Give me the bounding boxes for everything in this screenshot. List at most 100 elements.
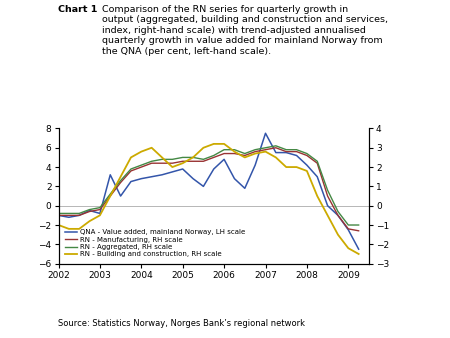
RN - Aggregated, RH scale <box>76 211 82 215</box>
RN - Aggregated, RH scale <box>180 155 185 160</box>
QNA - Value added, mainland Norway, LH scale <box>201 184 206 188</box>
QNA - Value added, mainland Norway, LH scale <box>66 215 72 219</box>
RN - Manufacturing, RH scale <box>242 153 248 158</box>
RN - Manufacturing, RH scale <box>304 153 310 158</box>
RN - Building and construction, RH scale <box>294 165 299 169</box>
RN - Aggregated, RH scale <box>159 157 165 161</box>
RN - Manufacturing, RH scale <box>315 161 320 165</box>
QNA - Value added, mainland Norway, LH scale <box>128 179 134 184</box>
RN - Aggregated, RH scale <box>294 148 299 152</box>
RN - Building and construction, RH scale <box>242 155 248 160</box>
RN - Manufacturing, RH scale <box>76 213 82 217</box>
Line: RN - Aggregated, RH scale: RN - Aggregated, RH scale <box>58 146 359 225</box>
RN - Building and construction, RH scale <box>252 151 258 155</box>
RN - Aggregated, RH scale <box>273 144 279 148</box>
RN - Aggregated, RH scale <box>108 192 113 196</box>
QNA - Value added, mainland Norway, LH scale <box>108 173 113 177</box>
Line: QNA - Value added, mainland Norway, LH scale: QNA - Value added, mainland Norway, LH s… <box>58 133 359 249</box>
RN - Manufacturing, RH scale <box>139 165 144 169</box>
RN - Building and construction, RH scale <box>180 161 185 165</box>
RN - Building and construction, RH scale <box>273 155 279 160</box>
RN - Aggregated, RH scale <box>232 148 237 152</box>
RN - Aggregated, RH scale <box>56 211 61 215</box>
RN - Manufacturing, RH scale <box>190 159 196 163</box>
RN - Manufacturing, RH scale <box>211 155 216 160</box>
RN - Aggregated, RH scale <box>356 223 361 227</box>
RN - Manufacturing, RH scale <box>180 159 185 163</box>
RN - Manufacturing, RH scale <box>335 213 341 217</box>
RN - Building and construction, RH scale <box>159 155 165 160</box>
QNA - Value added, mainland Norway, LH scale <box>356 247 361 251</box>
RN - Aggregated, RH scale <box>149 159 154 163</box>
RN - Manufacturing, RH scale <box>170 161 175 165</box>
QNA - Value added, mainland Norway, LH scale <box>76 213 82 217</box>
RN - Manufacturing, RH scale <box>66 213 72 217</box>
QNA - Value added, mainland Norway, LH scale <box>242 186 248 190</box>
RN - Aggregated, RH scale <box>201 157 206 161</box>
RN - Manufacturing, RH scale <box>149 161 154 165</box>
QNA - Value added, mainland Norway, LH scale <box>190 177 196 181</box>
QNA - Value added, mainland Norway, LH scale <box>263 131 268 135</box>
RN - Building and construction, RH scale <box>149 146 154 150</box>
RN - Building and construction, RH scale <box>87 219 92 223</box>
RN - Building and construction, RH scale <box>304 169 310 173</box>
RN - Manufacturing, RH scale <box>221 151 227 155</box>
RN - Manufacturing, RH scale <box>356 229 361 233</box>
RN - Building and construction, RH scale <box>190 155 196 160</box>
RN - Aggregated, RH scale <box>170 157 175 161</box>
RN - Building and construction, RH scale <box>97 213 103 217</box>
QNA - Value added, mainland Norway, LH scale <box>118 194 123 198</box>
RN - Building and construction, RH scale <box>263 150 268 154</box>
RN - Building and construction, RH scale <box>232 150 237 154</box>
RN - Building and construction, RH scale <box>346 246 351 250</box>
RN - Aggregated, RH scale <box>221 148 227 152</box>
RN - Aggregated, RH scale <box>118 178 123 183</box>
RN - Aggregated, RH scale <box>284 148 289 152</box>
RN - Aggregated, RH scale <box>97 206 103 210</box>
RN - Manufacturing, RH scale <box>118 180 123 185</box>
Text: Comparison of the RN series for quarterly growth in
output (aggregated, building: Comparison of the RN series for quarterl… <box>102 5 388 56</box>
RN - Manufacturing, RH scale <box>294 150 299 154</box>
RN - Manufacturing, RH scale <box>263 148 268 152</box>
QNA - Value added, mainland Norway, LH scale <box>159 173 165 177</box>
RN - Building and construction, RH scale <box>211 142 216 146</box>
Line: RN - Building and construction, RH scale: RN - Building and construction, RH scale <box>58 144 359 254</box>
RN - Building and construction, RH scale <box>139 150 144 154</box>
RN - Manufacturing, RH scale <box>128 169 134 173</box>
RN - Aggregated, RH scale <box>242 151 248 155</box>
QNA - Value added, mainland Norway, LH scale <box>284 150 289 154</box>
QNA - Value added, mainland Norway, LH scale <box>211 167 216 171</box>
QNA - Value added, mainland Norway, LH scale <box>294 153 299 158</box>
QNA - Value added, mainland Norway, LH scale <box>221 157 227 161</box>
RN - Manufacturing, RH scale <box>87 210 92 214</box>
RN - Manufacturing, RH scale <box>284 150 289 154</box>
RN - Aggregated, RH scale <box>315 159 320 163</box>
QNA - Value added, mainland Norway, LH scale <box>252 163 258 167</box>
RN - Building and construction, RH scale <box>118 175 123 179</box>
RN - Manufacturing, RH scale <box>325 194 330 198</box>
RN - Manufacturing, RH scale <box>273 146 279 150</box>
RN - Building and construction, RH scale <box>325 213 330 217</box>
QNA - Value added, mainland Norway, LH scale <box>180 167 185 171</box>
Legend: QNA - Value added, mainland Norway, LH scale, RN - Manufacturing, RH scale, RN -: QNA - Value added, mainland Norway, LH s… <box>62 226 248 260</box>
Text: Source: Statistics Norway, Norges Bank’s regional network: Source: Statistics Norway, Norges Bank’s… <box>58 319 306 328</box>
RN - Building and construction, RH scale <box>335 233 341 237</box>
QNA - Value added, mainland Norway, LH scale <box>56 213 61 217</box>
Line: RN - Manufacturing, RH scale: RN - Manufacturing, RH scale <box>58 148 359 231</box>
QNA - Value added, mainland Norway, LH scale <box>139 177 144 181</box>
RN - Building and construction, RH scale <box>315 194 320 198</box>
Text: Chart 1: Chart 1 <box>58 5 98 14</box>
RN - Manufacturing, RH scale <box>108 194 113 198</box>
QNA - Value added, mainland Norway, LH scale <box>304 163 310 167</box>
QNA - Value added, mainland Norway, LH scale <box>273 150 279 154</box>
RN - Building and construction, RH scale <box>76 227 82 231</box>
RN - Aggregated, RH scale <box>252 148 258 152</box>
RN - Building and construction, RH scale <box>221 142 227 146</box>
QNA - Value added, mainland Norway, LH scale <box>325 204 330 208</box>
RN - Building and construction, RH scale <box>201 146 206 150</box>
QNA - Value added, mainland Norway, LH scale <box>87 209 92 213</box>
QNA - Value added, mainland Norway, LH scale <box>335 213 341 217</box>
RN - Building and construction, RH scale <box>128 155 134 160</box>
RN - Building and construction, RH scale <box>66 227 72 231</box>
RN - Building and construction, RH scale <box>56 223 61 227</box>
